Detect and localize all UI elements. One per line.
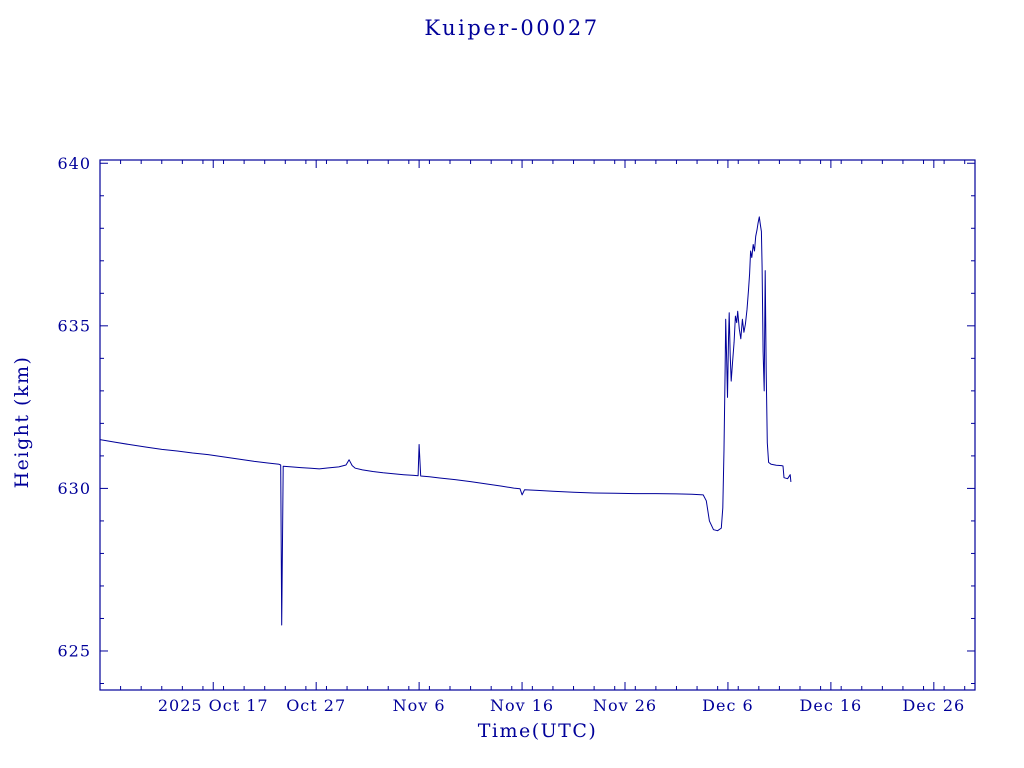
chart-title: Kuiper-00027: [424, 16, 600, 40]
x-tick-label: Nov 26: [593, 696, 657, 715]
y-tick-label: 635: [57, 316, 91, 335]
x-tick-label: Dec 6: [702, 696, 754, 715]
plot-frame: [99, 159, 976, 691]
y-tick-label: 630: [57, 479, 91, 498]
y-tick-label: 640: [57, 154, 91, 173]
data-line-height: [99, 216, 792, 626]
x-tick-label: 2025 Oct 17: [158, 696, 269, 715]
x-tick-label: Nov 6: [393, 696, 446, 715]
x-tick-label: Oct 27: [286, 696, 346, 715]
x-tick-label: Nov 16: [490, 696, 554, 715]
x-tick-label: Dec 26: [902, 696, 965, 715]
x-tick-label: Dec 16: [800, 696, 863, 715]
x-axis-label: Time(UTC): [477, 720, 598, 742]
y-tick-label: 625: [57, 641, 91, 660]
